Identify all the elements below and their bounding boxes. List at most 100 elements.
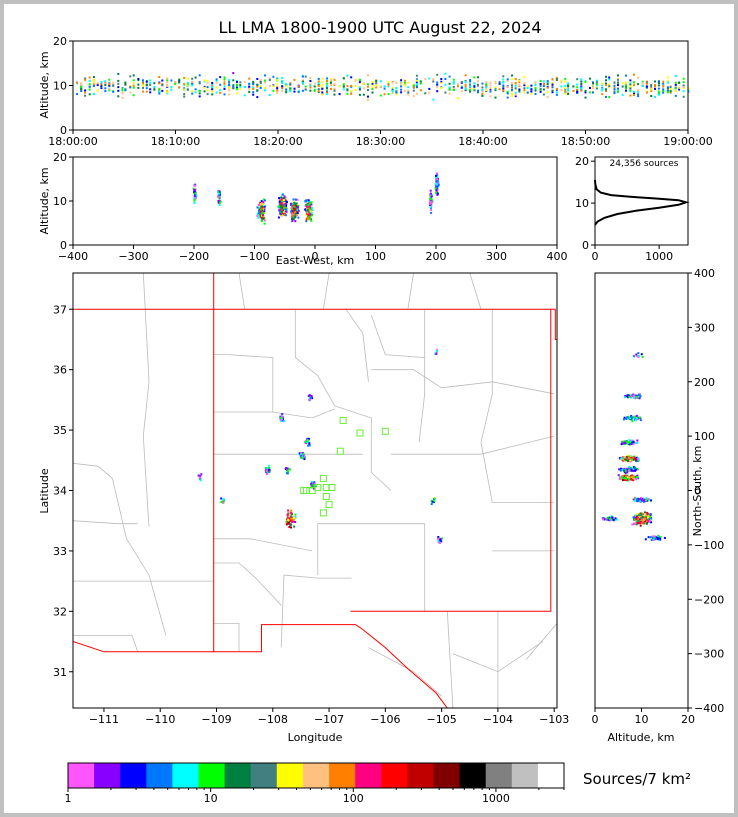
time-height-source bbox=[145, 90, 148, 93]
time-height-source bbox=[358, 93, 361, 96]
time-height-source bbox=[223, 76, 226, 79]
time-height-source bbox=[460, 85, 463, 88]
time-height-source bbox=[239, 88, 242, 91]
time-height-source bbox=[560, 89, 563, 91]
ns-height-source bbox=[650, 521, 653, 524]
ew-height-source bbox=[262, 201, 265, 204]
ew-height-source bbox=[285, 204, 287, 207]
time-height-source bbox=[523, 84, 526, 87]
time-height-source bbox=[633, 94, 635, 96]
time-height-source bbox=[407, 89, 410, 92]
plan-view-source bbox=[434, 352, 437, 355]
ns-y-tick-label: −300 bbox=[694, 648, 724, 661]
time-height-source bbox=[666, 89, 669, 92]
ns-height-source bbox=[628, 469, 631, 472]
time-height-source bbox=[674, 74, 677, 77]
time-height-source bbox=[317, 80, 320, 83]
time-height-source bbox=[444, 83, 447, 86]
ew-height-source bbox=[296, 208, 299, 211]
time-height-source bbox=[142, 90, 144, 93]
plan-view-source bbox=[439, 539, 442, 541]
ns-height-source bbox=[635, 476, 638, 478]
time-height-source bbox=[511, 84, 513, 87]
time-height-source bbox=[137, 78, 140, 80]
ns-height-source bbox=[608, 518, 610, 521]
ew-height-source bbox=[294, 208, 297, 211]
time-height-source bbox=[415, 85, 418, 88]
time-height-source bbox=[633, 81, 635, 84]
time-height-source bbox=[645, 91, 648, 94]
time-height-source bbox=[191, 84, 194, 87]
plan-view-source bbox=[281, 415, 283, 418]
ew-height-source bbox=[310, 219, 313, 222]
ns-height-source bbox=[632, 469, 635, 472]
plan-view-source bbox=[440, 540, 443, 543]
time-height-source bbox=[268, 77, 271, 80]
ew-height-source bbox=[256, 214, 259, 217]
time-height-source bbox=[403, 84, 406, 87]
time-height-source bbox=[371, 83, 374, 85]
ew-height-source bbox=[306, 211, 309, 214]
time-height-source bbox=[621, 94, 624, 97]
ns-height-source bbox=[625, 475, 627, 478]
time-height-source bbox=[183, 93, 186, 96]
time-height-source bbox=[530, 90, 533, 93]
time-height-source bbox=[502, 87, 505, 90]
time-height-source bbox=[412, 85, 415, 88]
time-height-source bbox=[605, 82, 607, 85]
colorbar-bin bbox=[355, 763, 382, 788]
ns-x-tick-label: 0 bbox=[592, 713, 599, 726]
time-height-source bbox=[551, 91, 554, 94]
time-height-source bbox=[608, 78, 611, 81]
time-height-source bbox=[239, 81, 242, 84]
ew-height-source bbox=[219, 200, 222, 203]
time-height-source bbox=[637, 90, 640, 93]
time-height-source bbox=[473, 82, 476, 85]
ns-height-source bbox=[640, 499, 643, 502]
histogram-source-count: 24,356 sources bbox=[610, 159, 679, 169]
ns-height-source bbox=[632, 498, 635, 501]
ns-height-source bbox=[639, 514, 642, 517]
ew-height-source bbox=[304, 208, 307, 211]
colorbar-bin bbox=[302, 763, 330, 788]
time-height-source bbox=[137, 79, 140, 82]
plan-view-source bbox=[290, 526, 293, 529]
time-x-tick-label: 18:50:00 bbox=[561, 135, 610, 148]
time-height-source bbox=[142, 86, 144, 89]
ns-height-source bbox=[627, 396, 629, 399]
time-height-source bbox=[400, 91, 403, 94]
ew-height-source bbox=[259, 214, 262, 217]
ns-height-source bbox=[632, 417, 635, 420]
ns-height-source bbox=[621, 440, 623, 443]
ew-height-source bbox=[430, 201, 433, 204]
time-height-source bbox=[617, 81, 619, 84]
ns-height-source bbox=[651, 535, 654, 538]
ew-height-source bbox=[306, 218, 309, 221]
time-height-source bbox=[80, 90, 83, 92]
ew-height-source bbox=[193, 191, 196, 194]
time-height-source bbox=[132, 94, 135, 97]
ew-height-source bbox=[430, 211, 433, 214]
ns-height-source bbox=[623, 416, 626, 419]
time-height-source bbox=[412, 94, 415, 97]
time-height-source bbox=[117, 72, 120, 75]
time-height-source bbox=[601, 84, 604, 87]
time-height-source bbox=[326, 77, 328, 80]
time-height-source bbox=[223, 81, 226, 84]
time-height-source bbox=[170, 89, 173, 92]
time-height-source bbox=[211, 90, 214, 93]
time-height-source bbox=[342, 88, 345, 91]
time-height-source bbox=[601, 93, 604, 96]
time-height-source bbox=[252, 86, 255, 89]
ew-ylabel: Altitude, km bbox=[38, 167, 51, 234]
ns-height-source bbox=[632, 475, 635, 478]
time-height-source bbox=[657, 93, 660, 96]
ns-height-source bbox=[649, 516, 652, 518]
colorbar-tick-label: 100 bbox=[343, 792, 364, 805]
time-height-source bbox=[183, 76, 186, 79]
plan-view-source bbox=[310, 480, 313, 483]
plan-view-source bbox=[293, 517, 296, 519]
ew-height-source bbox=[297, 216, 300, 219]
time-height-source bbox=[567, 89, 570, 92]
time-height-source bbox=[228, 93, 231, 96]
